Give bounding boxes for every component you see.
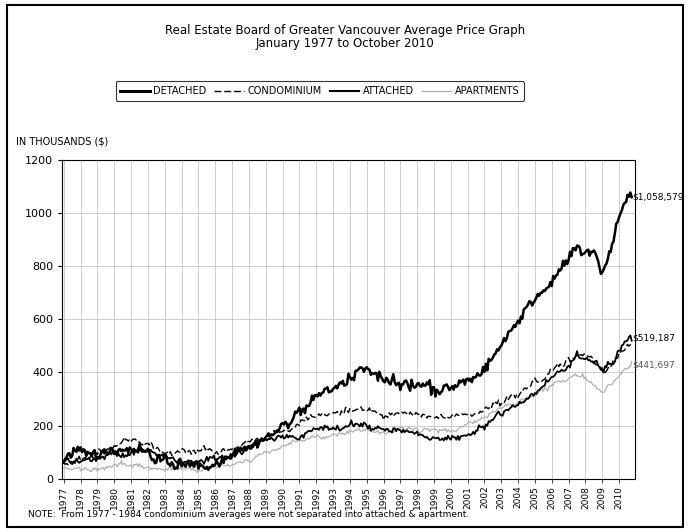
Text: $441,697: $441,697 xyxy=(633,361,676,370)
Text: January 1977 to October 2010: January 1977 to October 2010 xyxy=(255,37,435,50)
Text: $519,187: $519,187 xyxy=(633,334,676,343)
Text: $1,058,579: $1,058,579 xyxy=(633,193,684,202)
Text: NOTE:  From 1977 - 1984 condominium averages were not separated into attached & : NOTE: From 1977 - 1984 condominium avera… xyxy=(28,510,469,519)
Text: IN THOUSANDS ($): IN THOUSANDS ($) xyxy=(17,137,108,147)
Text: Real Estate Board of Greater Vancouver Average Price Graph: Real Estate Board of Greater Vancouver A… xyxy=(165,24,525,37)
Legend: DETACHED, CONDOMINIUM, ATTACHED, APARTMENTS: DETACHED, CONDOMINIUM, ATTACHED, APARTME… xyxy=(115,81,524,101)
